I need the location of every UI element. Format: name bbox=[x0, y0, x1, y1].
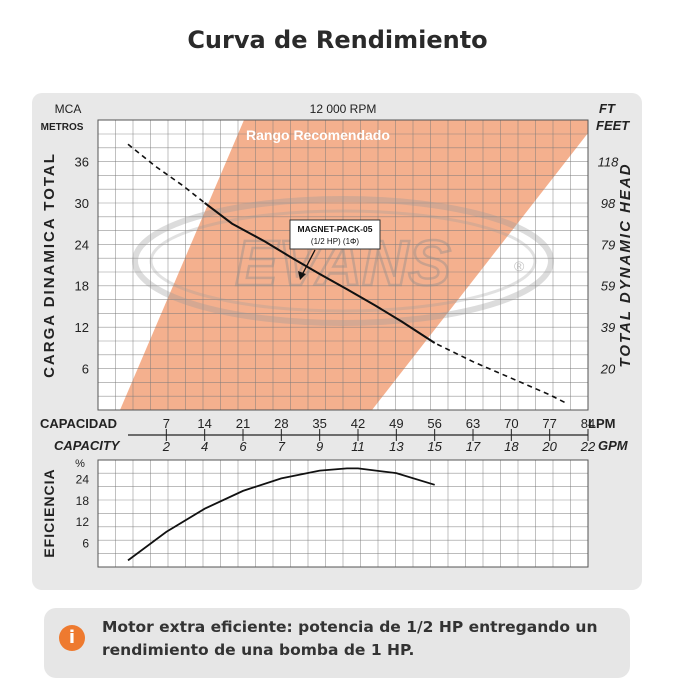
x-tick-label-lpm: 7 bbox=[163, 416, 170, 431]
x-axis-secondary-label: CAPACITY bbox=[54, 438, 121, 453]
x-tick-label-lpm: 84 bbox=[581, 416, 595, 431]
x-tick-label-lpm: 21 bbox=[236, 416, 250, 431]
y-right-tick-label: 20 bbox=[600, 362, 616, 377]
efficiency-axis-label: EFICIENCIA bbox=[41, 468, 57, 557]
x-tick-label-lpm: 14 bbox=[197, 416, 211, 431]
y-right-tick-label: 98 bbox=[601, 196, 616, 211]
x-tick-label-gpm: 20 bbox=[541, 439, 557, 454]
x-tick-label-lpm: 70 bbox=[504, 416, 518, 431]
rpm-label: 12 000 RPM bbox=[310, 102, 377, 116]
curve-label-model: MAGNET-PACK-05 bbox=[298, 224, 373, 234]
chart-panel: EVANS ® Rango Recomendado MAGNET-PACK-05… bbox=[32, 93, 642, 590]
performance-curve-solid bbox=[204, 202, 436, 344]
x-tick-label-gpm: 22 bbox=[580, 439, 596, 454]
x-tick-label-gpm: 7 bbox=[278, 439, 286, 454]
x-tick-label-lpm: 42 bbox=[351, 416, 365, 431]
y-axis-right-label: TOTAL DYNAMIC HEAD bbox=[617, 162, 634, 367]
y-tick-label: 18 bbox=[75, 279, 89, 294]
left-unit-sublabel: METROS bbox=[41, 122, 84, 133]
x-tick-label-lpm: 63 bbox=[466, 416, 480, 431]
x-tick-label-gpm: 4 bbox=[201, 439, 208, 454]
y-right-tick-label: 39 bbox=[601, 320, 615, 335]
capacity-axis: CAPACIDAD LPM CAPACITY GPM 7 2 14 4 21 6 28 7 35… bbox=[40, 416, 629, 454]
head-capacity-plot: EVANS ® Rango Recomendado MAGNET-PACK-05… bbox=[41, 101, 634, 411]
right-unit-sublabel: FEET bbox=[596, 118, 630, 133]
page-title: Curva de Rendimiento bbox=[187, 26, 488, 54]
y-tick-label: 30 bbox=[75, 196, 89, 211]
y-right-tick-label: 118 bbox=[598, 154, 619, 169]
efficiency-unit: % bbox=[75, 458, 85, 470]
x-tick-label-lpm: 28 bbox=[274, 416, 288, 431]
info-icon: i bbox=[59, 625, 85, 651]
x-tick-label-lpm: 77 bbox=[542, 416, 556, 431]
efficiency-curve bbox=[127, 467, 435, 562]
x-tick-label-gpm: 18 bbox=[504, 439, 519, 454]
curve-label-power: (1/2 HP) (1Φ) bbox=[311, 237, 360, 246]
efficiency-tick-label: 6 bbox=[82, 537, 89, 551]
info-note: i Motor extra eficiente: potencia de 1/2… bbox=[44, 608, 630, 678]
left-unit-label: MCA bbox=[55, 102, 82, 116]
curve-callout: MAGNET-PACK-05 (1/2 HP) (1Φ) bbox=[289, 219, 381, 280]
x-tick-label-lpm: 35 bbox=[312, 416, 326, 431]
y-tick-label: 24 bbox=[75, 237, 89, 252]
x-axis-label: CAPACIDAD bbox=[40, 416, 117, 431]
y-axis-label: CARGA DINAMICA TOTAL bbox=[41, 152, 58, 378]
efficiency-plot: EFICIENCIA % 6 12 18 24 bbox=[41, 458, 589, 568]
y-right-tick-label: 59 bbox=[601, 279, 615, 294]
recommended-range-band bbox=[120, 120, 588, 410]
x-tick-label-lpm: 49 bbox=[389, 416, 403, 431]
x-tick-label-gpm: 6 bbox=[239, 439, 247, 454]
efficiency-tick-label: 18 bbox=[76, 494, 90, 508]
efficiency-tick-label: 12 bbox=[76, 515, 90, 529]
y-tick-label: 6 bbox=[82, 362, 89, 377]
svg-text:®: ® bbox=[514, 258, 525, 274]
x-tick-label-lpm: 56 bbox=[427, 416, 441, 431]
x-tick-label-gpm: 17 bbox=[466, 439, 481, 454]
x-tick-label-gpm: 2 bbox=[162, 439, 171, 454]
y-tick-label: 12 bbox=[75, 320, 89, 335]
info-note-text: Motor extra eficiente: potencia de 1/2 H… bbox=[102, 618, 598, 659]
x-tick-label-gpm: 13 bbox=[389, 439, 404, 454]
recommended-range-label: Rango Recomendado bbox=[246, 127, 390, 143]
x-tick-label-gpm: 11 bbox=[351, 439, 365, 454]
x-tick-label-gpm: 15 bbox=[427, 439, 442, 454]
x-axis-secondary-unit: GPM bbox=[598, 438, 629, 453]
x-axis-unit: LPM bbox=[588, 416, 615, 431]
y-tick-label: 36 bbox=[75, 154, 89, 169]
y-right-tick-label: 79 bbox=[601, 237, 615, 252]
performance-chart: EVANS ® Rango Recomendado MAGNET-PACK-05… bbox=[40, 101, 634, 568]
efficiency-tick-label: 24 bbox=[76, 472, 90, 486]
right-unit-label: FT bbox=[599, 101, 616, 116]
x-tick-label-gpm: 9 bbox=[316, 439, 323, 454]
